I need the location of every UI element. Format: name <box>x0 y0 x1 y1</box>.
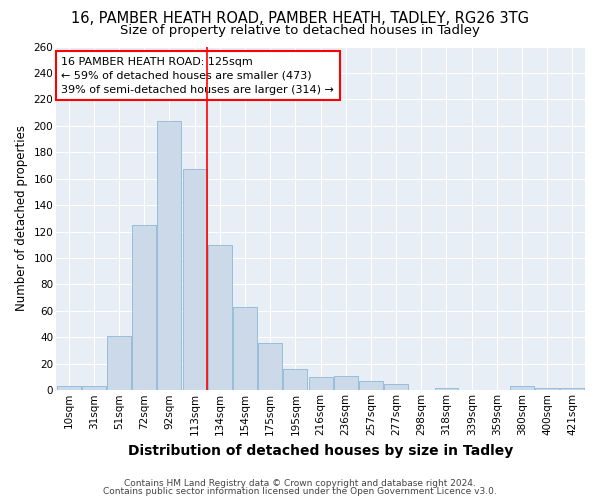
Bar <box>258 342 282 390</box>
Bar <box>384 384 408 390</box>
Bar <box>334 376 358 390</box>
Text: 16, PAMBER HEATH ROAD, PAMBER HEATH, TADLEY, RG26 3TG: 16, PAMBER HEATH ROAD, PAMBER HEATH, TAD… <box>71 11 529 26</box>
Bar <box>132 225 156 390</box>
Text: Contains HM Land Registry data © Crown copyright and database right 2024.: Contains HM Land Registry data © Crown c… <box>124 478 476 488</box>
Bar <box>157 120 181 390</box>
Bar <box>359 381 383 390</box>
Bar <box>535 388 559 390</box>
Y-axis label: Number of detached properties: Number of detached properties <box>15 126 28 312</box>
Text: Size of property relative to detached houses in Tadley: Size of property relative to detached ho… <box>120 24 480 37</box>
Bar <box>208 245 232 390</box>
Bar <box>510 386 534 390</box>
Bar <box>57 386 80 390</box>
Bar <box>560 388 584 390</box>
Text: 16 PAMBER HEATH ROAD: 125sqm
← 59% of detached houses are smaller (473)
39% of s: 16 PAMBER HEATH ROAD: 125sqm ← 59% of de… <box>61 57 334 95</box>
Bar <box>107 336 131 390</box>
Bar <box>283 369 307 390</box>
X-axis label: Distribution of detached houses by size in Tadley: Distribution of detached houses by size … <box>128 444 513 458</box>
Bar <box>308 377 332 390</box>
Text: Contains public sector information licensed under the Open Government Licence v3: Contains public sector information licen… <box>103 487 497 496</box>
Bar <box>434 388 458 390</box>
Bar <box>233 307 257 390</box>
Bar <box>82 386 106 390</box>
Bar <box>182 170 206 390</box>
